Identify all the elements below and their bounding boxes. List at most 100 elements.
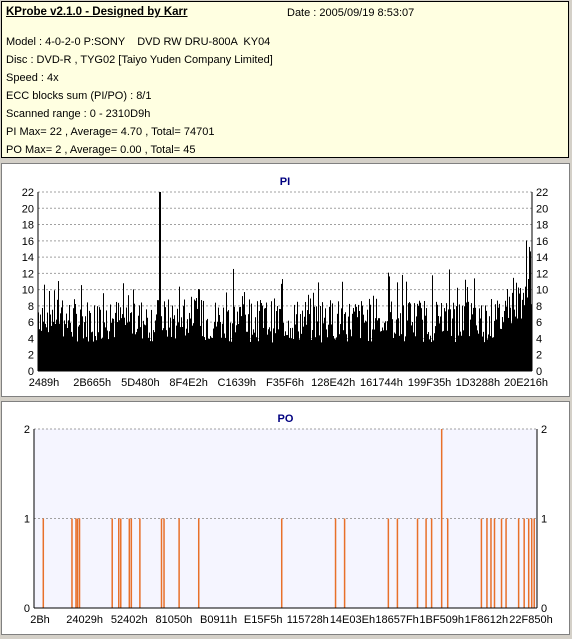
pi-bar bbox=[529, 246, 530, 371]
pi-bar bbox=[298, 331, 299, 371]
pi-bar bbox=[429, 339, 430, 371]
pi-bar bbox=[94, 305, 95, 371]
pi-bar bbox=[41, 330, 42, 371]
pi-bar bbox=[98, 332, 99, 371]
y-tick-label-left: 0 bbox=[24, 603, 30, 615]
pi-bar bbox=[176, 325, 177, 371]
pi-bar bbox=[149, 332, 150, 371]
po-stats-line: PO Max= 2 , Average= 0.00 , Total= 45 bbox=[6, 144, 196, 156]
po-bar bbox=[523, 518, 525, 608]
pi-bar bbox=[214, 321, 215, 371]
pi-bar bbox=[230, 322, 231, 371]
pi-bar bbox=[187, 319, 188, 371]
pi-bar bbox=[157, 300, 158, 371]
pi-bar bbox=[154, 332, 155, 371]
po-bar bbox=[334, 518, 337, 608]
pi-bar bbox=[192, 325, 193, 371]
pi-bar bbox=[370, 304, 371, 371]
pi-bar bbox=[109, 331, 110, 371]
range-line: Scanned range : 0 - 2310D9h bbox=[6, 108, 151, 120]
po-bar bbox=[387, 518, 390, 608]
x-tick-label: 1F8612h bbox=[465, 614, 508, 626]
pi-bar bbox=[146, 309, 147, 371]
pi-bar bbox=[163, 328, 164, 371]
pi-bar bbox=[447, 330, 448, 371]
pi-bar bbox=[82, 316, 83, 371]
pi-bar bbox=[184, 299, 185, 371]
pi-bar bbox=[382, 327, 383, 371]
pi-bar bbox=[172, 305, 173, 371]
pi-bar bbox=[491, 299, 492, 371]
pi-bar bbox=[249, 299, 250, 371]
pi-bar bbox=[64, 320, 65, 371]
pi-bar bbox=[390, 312, 391, 371]
pi-bar bbox=[495, 304, 496, 371]
pi-bar bbox=[201, 300, 202, 371]
pi-bar bbox=[380, 331, 381, 371]
pi-bar bbox=[273, 328, 274, 371]
y-tick-label-right: 1 bbox=[541, 514, 547, 526]
pi-bar bbox=[311, 339, 312, 371]
po-bar bbox=[163, 518, 165, 608]
pi-bar bbox=[174, 315, 175, 371]
po-bar bbox=[118, 518, 120, 608]
pi-bar bbox=[169, 327, 170, 371]
pi-bar bbox=[128, 295, 129, 371]
pi-bar bbox=[105, 327, 106, 371]
pi-bar bbox=[179, 286, 180, 371]
pi-bar bbox=[414, 303, 415, 371]
pi-bar bbox=[261, 303, 262, 371]
pi-bar bbox=[278, 329, 279, 371]
pi-bar bbox=[355, 304, 356, 371]
pi-bar bbox=[324, 317, 325, 371]
pi-bar bbox=[484, 342, 485, 371]
pi-bar bbox=[43, 321, 44, 371]
pi-bar bbox=[113, 318, 114, 371]
pi-bar bbox=[483, 331, 484, 371]
pi-bar bbox=[365, 320, 366, 371]
pi-bar bbox=[417, 303, 418, 371]
pi-bar bbox=[183, 306, 184, 371]
pi-bar bbox=[396, 319, 397, 371]
x-tick-label: 161744h bbox=[360, 377, 403, 389]
pi-bar bbox=[61, 307, 62, 371]
pi-bar bbox=[371, 341, 372, 371]
pi-bar bbox=[124, 317, 125, 371]
pi-bar bbox=[413, 332, 414, 371]
pi-bar bbox=[243, 304, 244, 371]
pi-bar bbox=[306, 324, 307, 371]
pi-bar bbox=[520, 288, 521, 371]
pi-bar bbox=[51, 325, 52, 371]
pi-bar bbox=[49, 290, 50, 371]
x-tick-label: 115728h bbox=[287, 614, 329, 626]
pi-bar bbox=[313, 292, 314, 371]
pi-bar bbox=[166, 330, 167, 371]
x-tick-label: 2Bh bbox=[30, 614, 50, 626]
pi-bar bbox=[283, 322, 284, 371]
x-tick-label: 199F35h bbox=[408, 377, 451, 389]
pi-bar bbox=[180, 327, 181, 371]
pi-bar bbox=[263, 327, 264, 371]
pi-bar bbox=[291, 338, 292, 371]
pi-bar bbox=[437, 304, 438, 371]
pi-bar bbox=[100, 309, 101, 371]
pi-bar bbox=[193, 323, 194, 371]
pi-bar bbox=[91, 332, 92, 371]
pi-bar bbox=[260, 300, 261, 371]
pi-bar bbox=[62, 300, 63, 371]
pi-bar bbox=[191, 296, 192, 371]
pi-bar bbox=[419, 300, 420, 371]
y-tick-label-right: 2 bbox=[536, 350, 542, 362]
pi-bar bbox=[498, 307, 499, 371]
pi-bar bbox=[244, 292, 245, 371]
x-tick-label: 52402h bbox=[111, 614, 148, 626]
x-tick-label: 128E42h bbox=[311, 377, 355, 389]
pi-bar bbox=[144, 324, 145, 371]
pi-bar bbox=[350, 329, 351, 371]
pi-bar bbox=[264, 308, 265, 371]
pi-bar bbox=[366, 321, 367, 371]
pi-bar bbox=[76, 313, 77, 371]
pi-bar bbox=[58, 281, 59, 371]
pi-bar bbox=[138, 315, 139, 371]
pi-bar bbox=[319, 335, 320, 371]
